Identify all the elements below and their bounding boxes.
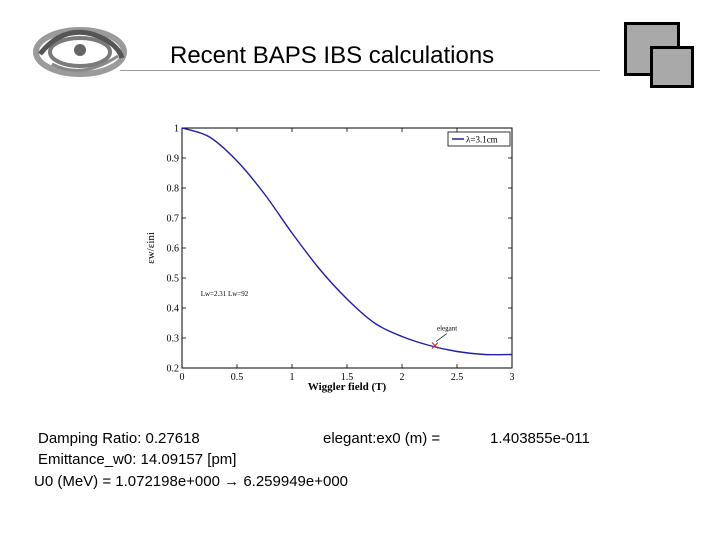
- elegant-marker: [431, 342, 439, 349]
- title-underline: [120, 70, 600, 71]
- elegant-ex0-value: 1.403855e-011: [490, 430, 590, 447]
- annotation-elegant: elegant: [437, 325, 457, 333]
- y-tick-label: 0.3: [167, 334, 180, 345]
- y-tick-label: 0.5: [167, 274, 180, 285]
- x-tick-label: 3: [510, 372, 515, 383]
- x-tick-label: 0: [180, 372, 185, 383]
- y-tick-label: 0.4: [167, 304, 180, 315]
- legend-label: λ=3.1cm: [466, 135, 498, 145]
- y-tick-label: 0.6: [167, 244, 180, 255]
- annotation-arrow: [435, 333, 448, 342]
- x-tick-label: 1: [290, 372, 295, 383]
- u0-line: U0 (MeV) = 1.072198e+000 → 6.259949e+000: [34, 473, 348, 490]
- plot-area: [181, 127, 513, 369]
- u0-value: 6.259949e+000: [243, 473, 349, 490]
- y-axis-label: εw/εini: [145, 232, 157, 264]
- x-axis-label: Wiggler field (T): [308, 381, 387, 393]
- legend: λ=3.1cm: [447, 131, 511, 147]
- x-tick-label: 2: [400, 372, 405, 383]
- arrow-icon: →: [224, 473, 240, 490]
- series-line: [181, 127, 513, 356]
- x-tick-label: 0.5: [231, 372, 244, 383]
- u0-prefix: U0 (MeV) = 1.072198e+000: [34, 473, 220, 490]
- y-tick-label: 0.9: [167, 154, 180, 165]
- elegant-ex0-label: elegant:ex0 (m) =: [323, 430, 441, 447]
- damping-ratio-text: Damping Ratio: 0.27618: [38, 430, 200, 447]
- institute-logo: [33, 27, 127, 77]
- page-title: Recent BAPS IBS calculations: [170, 42, 495, 69]
- x-tick-label: 1.5: [341, 372, 354, 383]
- y-tick-label: 0.2: [167, 364, 180, 375]
- x-tick-label: 2.5: [451, 372, 464, 383]
- y-tick-label: 1: [174, 124, 179, 135]
- emittance-text: Emittance_w0: 14.09157 [pm]: [38, 451, 237, 468]
- y-tick-label: 0.7: [167, 214, 180, 225]
- decor-square-front: [650, 46, 694, 88]
- emittance-ratio-chart: 0.20.30.40.50.60.70.80.91 0 0.5 1 1.5 2 2.5 3 …: [145, 124, 515, 394]
- legend-box: [447, 131, 511, 147]
- annotation-lw: Lw=2.31 Lw=92: [201, 290, 249, 298]
- y-tick-label: 0.8: [167, 184, 180, 195]
